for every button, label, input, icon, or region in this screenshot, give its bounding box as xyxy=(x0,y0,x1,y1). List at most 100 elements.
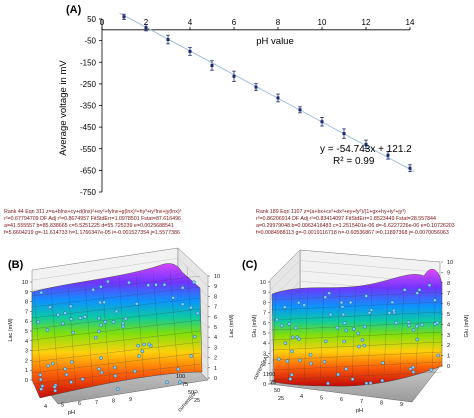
y-axis-label: Average voltage in mV xyxy=(58,60,69,156)
measured-point xyxy=(38,373,43,377)
measured-point xyxy=(279,323,284,328)
measured-point xyxy=(367,310,372,315)
data-point xyxy=(254,85,258,89)
x-tick-label: 6 xyxy=(232,18,237,27)
z-tick-label: 10 xyxy=(22,280,28,286)
measured-point xyxy=(290,335,295,340)
fit-header-b: Rank 44 Eqn 311 z=a+blnx+cy+d(lnx)²+ey²+… xyxy=(4,209,182,236)
ph-tick-label: 4 xyxy=(44,404,47,410)
z-tick-label: 2 xyxy=(447,343,450,349)
data-point xyxy=(408,166,412,170)
measured-point xyxy=(165,380,169,385)
mesh-line xyxy=(84,282,94,386)
mesh-line xyxy=(271,361,443,371)
measured-point xyxy=(97,367,101,371)
measured-point xyxy=(429,368,433,372)
mesh-line xyxy=(31,330,201,352)
measured-point xyxy=(123,316,128,321)
current-tick-label: 100 xyxy=(266,372,275,378)
measured-point xyxy=(285,359,290,364)
mesh-line xyxy=(431,283,437,371)
measured-point xyxy=(408,366,413,371)
mesh-line xyxy=(31,319,201,341)
fit-line: r²=0.86206914 DF Adj r²=0.83414097 FitSt… xyxy=(256,216,436,222)
z-tick-label: 5 xyxy=(214,325,217,331)
measured-point xyxy=(356,331,361,336)
measured-point xyxy=(297,358,302,363)
mesh-line xyxy=(271,321,443,331)
measured-point xyxy=(137,354,141,358)
mesh-line xyxy=(271,291,443,301)
measured-point xyxy=(411,370,416,374)
current-tick-label: 100 xyxy=(176,374,185,380)
data-point xyxy=(364,142,368,146)
measured-point xyxy=(36,320,41,324)
measured-point xyxy=(147,342,151,347)
z-tick-label: 5 xyxy=(25,329,28,335)
measured-point xyxy=(189,305,193,310)
measured-points xyxy=(36,279,200,393)
data-point xyxy=(232,74,236,78)
measured-point xyxy=(71,330,75,335)
ph-axis-ticks: 4 5 6 7 8 9 xyxy=(44,397,132,410)
z-tick-label: 4 xyxy=(447,322,450,328)
fit-line: Rank 189 Eqn 1107 z=(a+bx+cx²+dx³+ey+fy²… xyxy=(256,209,406,215)
measured-point xyxy=(56,312,60,317)
measured-point xyxy=(340,304,345,309)
z-axis-ticks-left: 0 1 2 3 4 5 6 7 8 9 10 xyxy=(22,280,32,384)
measured-point xyxy=(288,377,293,381)
measured-point xyxy=(296,300,301,305)
mesh-line xyxy=(367,287,373,377)
z-axis-ticks-left: 0 1 2 3 4 5 6 7 8 9 10 xyxy=(260,280,270,388)
measured-point xyxy=(80,377,85,382)
measured-point xyxy=(427,283,432,288)
measured-point xyxy=(344,367,349,371)
z-tick-label: 2 xyxy=(263,362,266,368)
z-axis-label-left: Glu (mM) xyxy=(252,314,258,337)
measured-point xyxy=(78,316,83,320)
x-tick-label: 14 xyxy=(406,18,415,27)
y-tick-label: -550 xyxy=(80,145,97,154)
x-tick-label: 10 xyxy=(318,18,327,27)
measured-point xyxy=(61,321,65,326)
measured-point xyxy=(323,295,328,300)
panel-a: (A) 0 2 4 6 8 10 12 14 50 -50 -150 -250 -350 -450 -55… xyxy=(58,4,415,197)
z-tick-label: 3 xyxy=(447,333,450,339)
wall-gridline xyxy=(299,260,441,273)
ph-tick-label: 6 xyxy=(78,401,81,407)
z-tick-label: 7 xyxy=(447,291,450,297)
measured-point xyxy=(390,300,395,305)
measured-point xyxy=(322,359,327,364)
measured-point xyxy=(328,312,333,317)
measured-point xyxy=(411,328,416,332)
measured-point xyxy=(327,291,332,296)
data-point xyxy=(342,132,346,136)
response-surface xyxy=(271,268,443,387)
z-tick-label: 10 xyxy=(214,274,220,280)
response-surface xyxy=(31,263,203,399)
measured-point xyxy=(362,324,367,329)
measured-point xyxy=(381,361,385,365)
y-tick-label: -250 xyxy=(80,80,97,89)
measured-point xyxy=(276,357,281,362)
z-axis-label-right: Lac (mM) xyxy=(229,314,235,337)
measured-point xyxy=(51,361,55,366)
measured-point xyxy=(308,352,313,357)
z-tick-label: 9 xyxy=(447,270,450,276)
measured-point xyxy=(94,335,98,340)
fit-header-c: Rank 189 Eqn 1107 z=(a+bx+cx²+dx³+ey+fy²… xyxy=(256,209,455,236)
measured-point xyxy=(415,291,420,296)
mesh-line xyxy=(287,291,293,385)
data-point xyxy=(276,96,280,100)
measured-point xyxy=(287,322,292,326)
measured-point xyxy=(362,343,367,348)
measured-point xyxy=(146,283,151,288)
z-axis-label-left: Lac (mM) xyxy=(8,318,14,341)
panel-b-label: (B) xyxy=(8,259,24,271)
mesh-line xyxy=(31,286,201,308)
measured-point xyxy=(69,317,74,321)
surface-mesh xyxy=(31,266,201,393)
measured-point xyxy=(136,343,140,348)
